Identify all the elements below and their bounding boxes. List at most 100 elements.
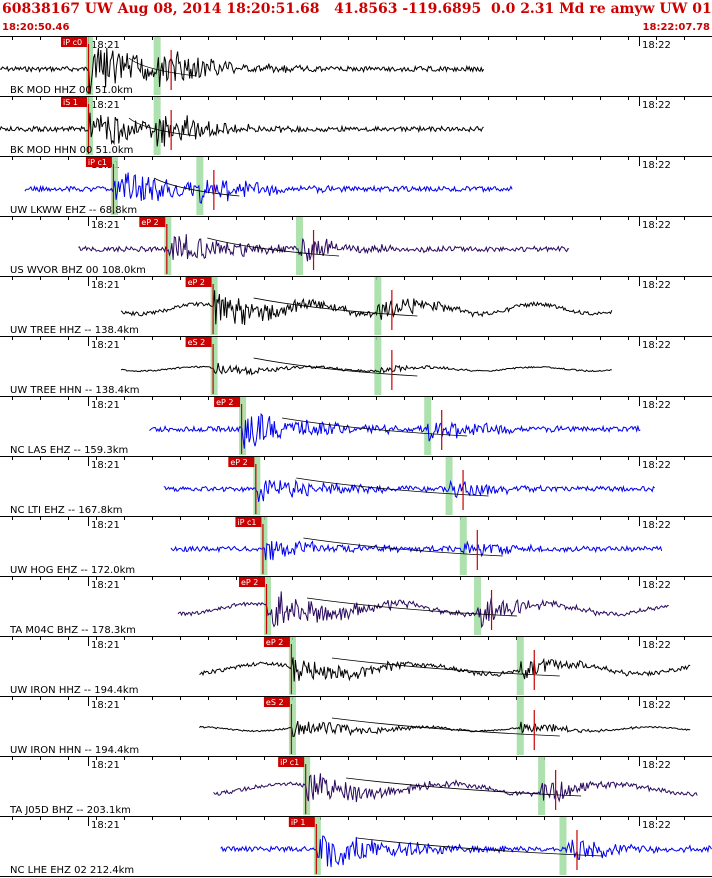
p-phase-band (210, 337, 218, 395)
waveform-trace (0, 47, 485, 95)
pick-label: eP 2 (141, 218, 158, 227)
time-label-left: 18:21 (91, 700, 120, 711)
travel-time-curve (296, 477, 489, 497)
p-phase-band (313, 817, 321, 875)
travel-time-curve (128, 57, 197, 77)
p-phase-band (210, 277, 218, 335)
waveform-trace (24, 172, 513, 204)
station-label: UW HOG EHZ -- 172.0km (10, 565, 135, 576)
pick-label: iP c1 (280, 758, 299, 767)
time-label-left: 18:21 (91, 100, 120, 111)
waveform-trace (163, 479, 655, 502)
pick-label-box (61, 97, 87, 107)
travel-time-curve (207, 237, 340, 257)
pick-label-box (278, 757, 305, 767)
station-label: UW IRON HHN -- 194.4km (10, 745, 139, 756)
pick-label: iP c1 (88, 158, 107, 167)
time-label-right: 18:22 (642, 820, 671, 831)
time-label-left: 18:21 (91, 40, 120, 51)
seismogram-panel[interactable]: 18:21 18:22 iP c0 BK MOD HHZ 00 51.0km 18:21… (0, 36, 712, 878)
pick-label: iP c1 (237, 518, 256, 527)
pick-label-box (239, 577, 265, 587)
waveform-trace (177, 591, 669, 629)
time-label-left: 18:21 (91, 220, 120, 231)
pick-label: eS 2 (266, 698, 284, 707)
pick-label-box (263, 637, 290, 647)
pick-label-box (288, 817, 315, 827)
p-phase-band (239, 397, 247, 455)
time-label-left: 18:21 (91, 520, 120, 531)
pick-label-box (61, 37, 87, 47)
time-label-right: 18:22 (642, 580, 671, 591)
s-phase-band (459, 517, 467, 575)
time-label-left: 18:21 (91, 280, 120, 291)
travel-time-curve (303, 537, 503, 557)
waveform-trace (149, 412, 641, 449)
waveform-trace (78, 234, 570, 262)
time-label-right: 18:22 (642, 640, 671, 651)
event-title: 60838167 UW Aug 08, 2014 18:20:51.68 41.… (2, 1, 712, 17)
station-label: UW IRON HHZ -- 194.4km (10, 685, 138, 696)
travel-time-curve (128, 117, 197, 137)
waveform-trace (170, 540, 663, 561)
waveform-trace (0, 112, 484, 147)
pick-label-box (85, 157, 112, 167)
travel-time-curve (356, 837, 603, 857)
time-label-left: 18:21 (91, 760, 120, 771)
station-label: BK MOD HHZ 00 51.0km (10, 85, 133, 96)
time-label-right: 18:22 (642, 220, 671, 231)
travel-time-curve (346, 777, 582, 797)
time-label-right: 18:22 (642, 40, 671, 51)
time-label-right: 18:22 (642, 400, 671, 411)
time-label-left: 18:21 (91, 640, 120, 651)
station-label: NC LAS EHZ -- 159.3km (10, 445, 128, 456)
time-label-left: 18:21 (91, 400, 120, 411)
pick-label-box (139, 217, 166, 227)
pick-label: eS 2 (188, 338, 206, 347)
pick-label-box (263, 697, 290, 707)
travel-time-curve (306, 597, 518, 617)
pick-label: eP 2 (230, 458, 247, 467)
time-label-right: 18:22 (642, 340, 671, 351)
p-phase-band (303, 757, 311, 815)
waveform-trace (120, 290, 613, 326)
travel-time-curve (253, 297, 418, 317)
header-bar: 60838167 UW Aug 08, 2014 18:20:51.68 41.… (0, 0, 712, 36)
s-phase-band (374, 337, 382, 395)
p-phase-band (253, 457, 261, 515)
station-label: UW TREE HHZ -- 138.4km (10, 325, 139, 336)
pick-label-box (228, 457, 255, 467)
pick-label: eP 2 (188, 278, 205, 287)
p-phase-band (288, 697, 296, 755)
pick-label-box (185, 277, 212, 287)
station-label: TA J05D BHZ -- 203.1km (9, 805, 131, 816)
time-label-left: 18:21 (91, 820, 120, 831)
travel-time-curve (153, 177, 240, 197)
time-label-right: 18:22 (642, 160, 671, 171)
s-phase-band (559, 817, 567, 875)
pick-label: eP 2 (266, 638, 283, 647)
p-phase-band (264, 577, 271, 635)
s-phase-band (153, 97, 161, 155)
station-label: US WVOR BHZ 00 108.0km (10, 265, 146, 276)
travel-time-curve (331, 717, 560, 737)
pick-label: iP 1 (291, 818, 306, 827)
time-label-right: 18:22 (642, 280, 671, 291)
pick-label-box (185, 337, 212, 347)
p-phase-band (260, 517, 268, 575)
end-time: 18:22:07.78 (642, 22, 710, 33)
time-label-left: 18:21 (91, 460, 120, 471)
station-label: UW LKWW EHZ -- 68.8km (10, 205, 137, 216)
p-phase-band (164, 217, 172, 275)
p-phase-band (86, 37, 93, 95)
time-label-right: 18:22 (642, 460, 671, 471)
p-phase-band (288, 637, 296, 695)
pick-label: iP c0 (63, 38, 82, 47)
s-phase-band (474, 577, 482, 635)
travel-time-curve (282, 417, 468, 437)
waveform-trace (220, 835, 712, 868)
waveform-trace (199, 720, 691, 738)
s-phase-band (196, 157, 204, 215)
travel-time-curve (253, 357, 418, 377)
pick-label-box (214, 397, 241, 407)
